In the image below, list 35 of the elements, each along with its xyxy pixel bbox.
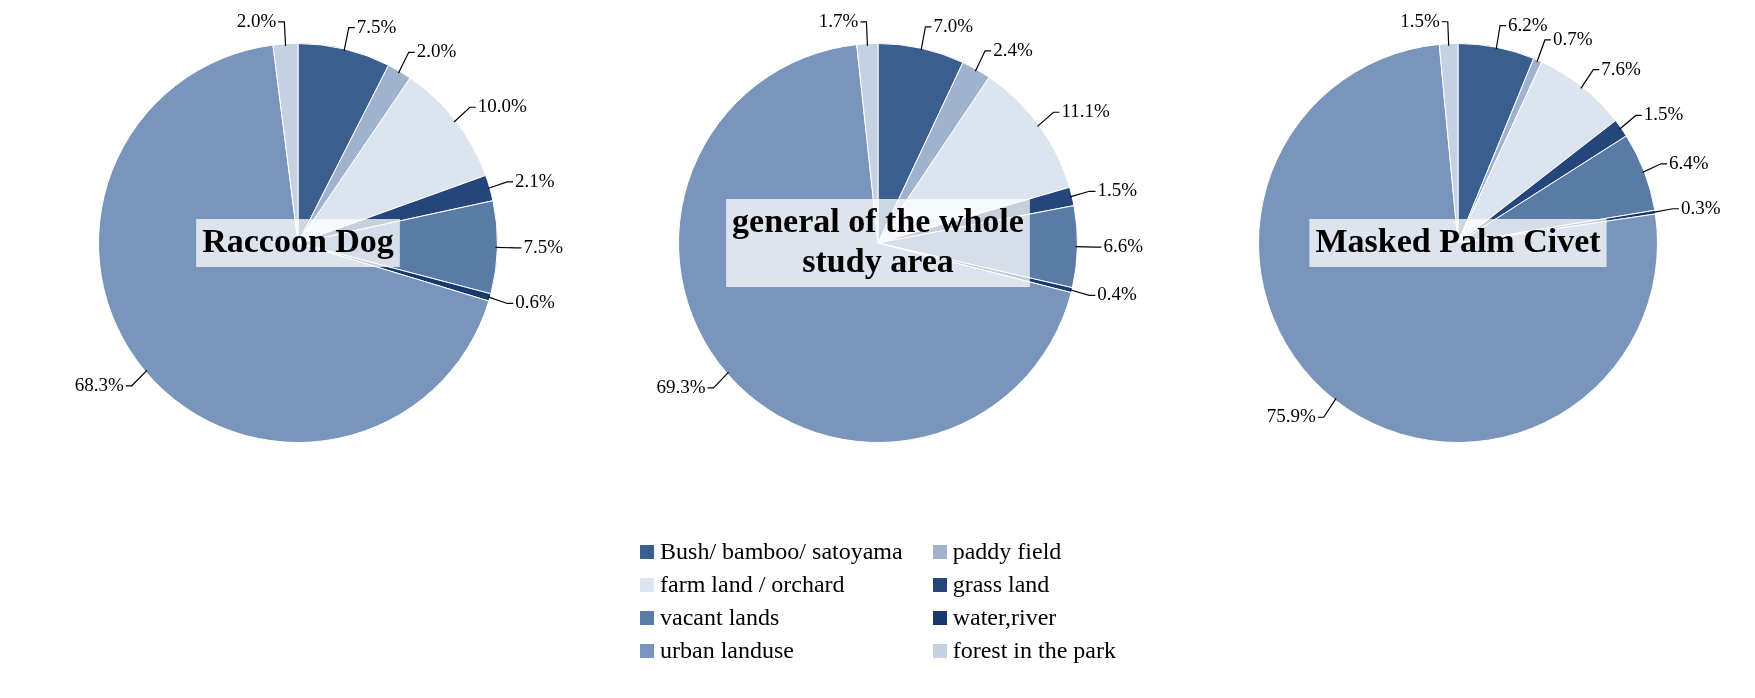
data-label: 6.6%	[1103, 235, 1144, 257]
text: Raccoon Dog	[202, 221, 394, 259]
legend-label: farm land / orchard	[660, 571, 845, 598]
data-label: 69.3%	[656, 375, 706, 397]
data-label: 1.7%	[818, 9, 859, 31]
data-label: 11.1%	[1061, 100, 1111, 122]
data-label: 0.3%	[1680, 196, 1721, 218]
data-label: 2.0%	[236, 9, 277, 31]
data-label: 0.7%	[1552, 27, 1593, 49]
data-label: 7.5%	[523, 235, 564, 257]
data-label: 1.5%	[1400, 9, 1440, 31]
data-label: 68.3%	[74, 373, 124, 395]
data-label: 7.6%	[1601, 57, 1642, 79]
legend-label: grass land	[952, 571, 1050, 598]
data-label: 1.5%	[1643, 103, 1684, 125]
data-label: 2.1%	[515, 169, 555, 191]
text: general of the whole study area	[732, 201, 1024, 279]
data-label: 7.5%	[356, 15, 397, 37]
data-label: 6.4%	[1669, 151, 1709, 173]
data-label: 0.6%	[515, 291, 555, 313]
data-label: 2.0%	[416, 40, 457, 62]
data-label: 0.4%	[1097, 283, 1138, 305]
legend-label: water,river	[952, 604, 1057, 631]
data-label: 1.5%	[1097, 179, 1138, 201]
data-label: 75.9%	[1266, 405, 1316, 427]
legend-label: vacant lands	[660, 604, 780, 631]
data-label: 10.0%	[477, 95, 528, 117]
legend-label: urban landuse	[660, 637, 794, 664]
legend-label: paddy field	[952, 538, 1062, 565]
data-label: 2.4%	[993, 38, 1033, 60]
legend-label: Bush/ bamboo/ satoyama	[660, 538, 903, 565]
legend-label: forest in the park	[952, 637, 1116, 664]
data-label: 7.0%	[933, 14, 974, 36]
data-label: 6.2%	[1508, 13, 1548, 35]
text: Masked Palm Civet	[1315, 221, 1602, 259]
